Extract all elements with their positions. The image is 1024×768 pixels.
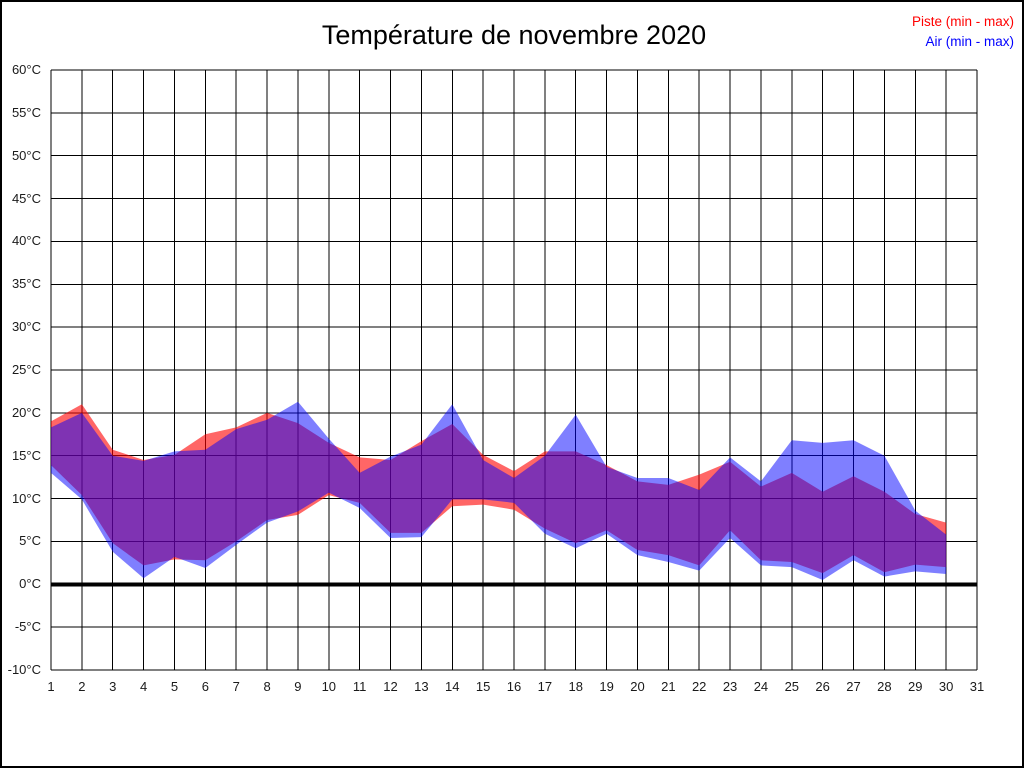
- x-axis-tick: 27: [846, 679, 861, 694]
- x-axis-tick: 29: [908, 679, 923, 694]
- x-axis-tick: 10: [321, 679, 337, 694]
- y-axis-tick: 5°C: [19, 533, 41, 549]
- y-axis-tick: 50°C: [11, 147, 41, 163]
- x-axis-tick: 12: [383, 679, 398, 694]
- x-axis-tick: 23: [722, 679, 738, 694]
- x-axis-tick: 11: [352, 679, 367, 694]
- x-axis-tick: 6: [201, 679, 209, 694]
- y-axis-tick: 60°C: [11, 62, 41, 77]
- air-band: [51, 401, 947, 580]
- x-axis-tick: 9: [294, 679, 302, 694]
- x-axis-tick: 18: [568, 679, 583, 694]
- y-axis-tick: 20°C: [11, 404, 41, 420]
- x-axis-tick: 13: [414, 679, 429, 694]
- x-axis-tick: 3: [109, 679, 117, 694]
- legend-item-air: Air (min - max): [925, 34, 1015, 49]
- x-axis-tick: 7: [232, 679, 240, 694]
- x-axis-tick: 4: [139, 679, 148, 694]
- x-axis-tick: 22: [691, 679, 707, 694]
- x-axis-tick: 15: [475, 679, 491, 694]
- chart-title: Température de novembre 2020: [321, 20, 707, 50]
- plot-area: [50, 69, 978, 671]
- x-axis-tick: 28: [877, 679, 892, 694]
- y-axis-tick: -5°C: [14, 619, 41, 635]
- x-axis-tick: 5: [170, 679, 179, 694]
- x-axis-tick: 16: [506, 679, 522, 694]
- x-axis-tick: 31: [969, 679, 985, 694]
- x-axis-tick: 8: [263, 679, 271, 694]
- y-axis-tick: 55°C: [11, 104, 41, 120]
- legend: Piste (min - max) Air (min - max): [912, 12, 1014, 52]
- y-axis-tick: 25°C: [11, 362, 41, 377]
- legend-item-piste: Piste (min - max): [911, 14, 1014, 29]
- x-axis-tick: 1: [47, 679, 55, 694]
- x-axis-tick: 30: [938, 679, 954, 694]
- x-axis-tick: 21: [661, 679, 676, 694]
- x-axis-tick: 25: [784, 679, 800, 694]
- y-axis-tick: 15°C: [11, 447, 41, 463]
- y-axis-tick: 40°C: [11, 233, 41, 249]
- y-axis-tick: 45°C: [11, 190, 41, 206]
- y-axis-tick: 0°C: [19, 576, 41, 592]
- y-axis-tick: 35°C: [11, 276, 41, 292]
- x-axis-tick: 14: [445, 679, 460, 694]
- x-axis-tick: 20: [630, 679, 645, 694]
- x-axis-tick: 19: [599, 679, 614, 694]
- x-axis-tick: 17: [537, 679, 553, 694]
- y-axis-tick: -10°C: [7, 662, 41, 677]
- x-axis-tick: 24: [753, 679, 769, 694]
- y-axis-tick: 10°C: [11, 490, 41, 506]
- x-axis-tick: 2: [78, 679, 86, 694]
- x-axis-tick: 26: [815, 679, 830, 694]
- temperature-band-chart: [50, 69, 978, 671]
- y-axis-tick: 30°C: [11, 319, 41, 335]
